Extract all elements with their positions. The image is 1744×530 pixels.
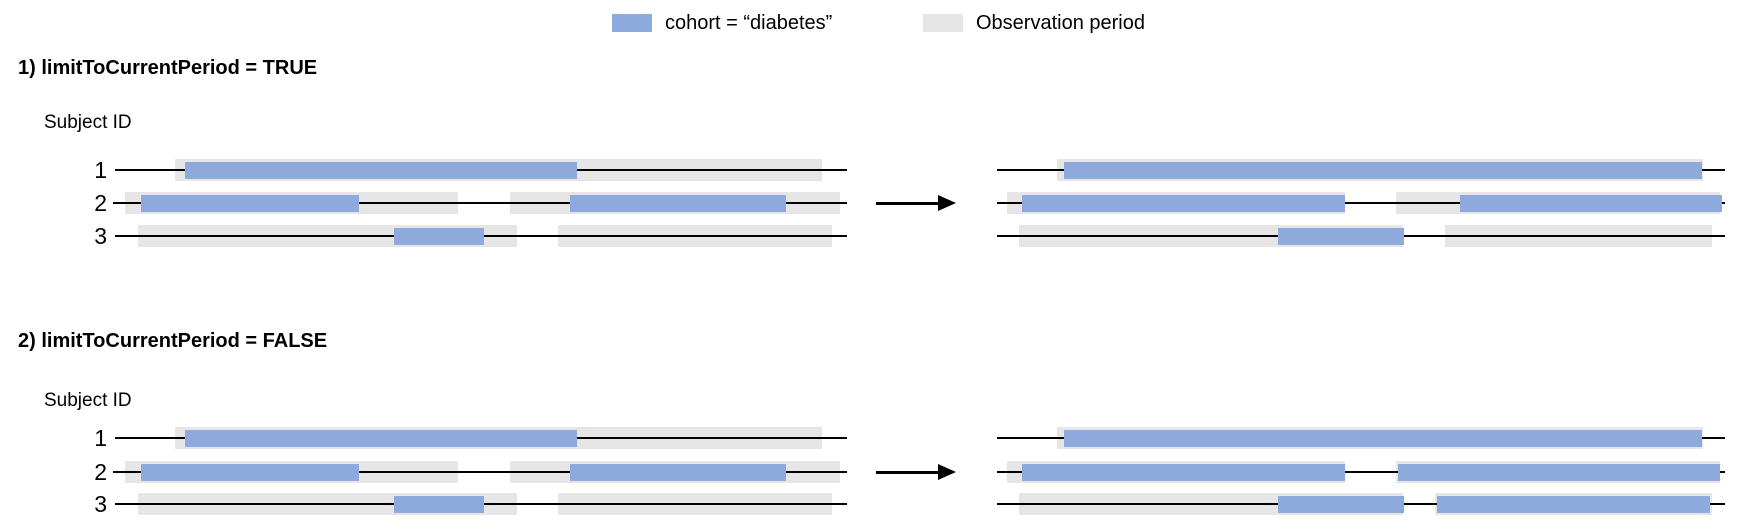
cohort-bar (141, 464, 359, 481)
cohort-bar (185, 430, 577, 447)
cohort-bar (1437, 496, 1710, 513)
cohort-bar (394, 496, 484, 513)
legend-item-cohort: cohort = “diabetes” (612, 7, 832, 39)
cohort-bar (1022, 464, 1345, 481)
timeline (113, 471, 847, 473)
legend-item-observation: Observation period (923, 7, 1145, 39)
transform-arrow (876, 471, 940, 474)
cohort-bar (1022, 195, 1345, 212)
transform-arrow (876, 202, 940, 205)
section-title: 1) limitToCurrentPeriod = TRUE (18, 57, 318, 79)
cohort-bar (185, 162, 577, 179)
arrow-head-icon (938, 464, 956, 480)
timeline (997, 202, 1725, 204)
subject-row-label: 1 (94, 157, 107, 183)
cohort-bar (394, 228, 484, 245)
cohort-swatch-icon (612, 14, 652, 32)
subject-row-label: 3 (94, 491, 107, 517)
cohort-bar (1064, 162, 1702, 179)
subject-id-label: Subject ID (44, 112, 132, 133)
timeline (113, 202, 847, 204)
legend-label-cohort: cohort = “diabetes” (665, 11, 833, 34)
legend-label-observation: Observation period (976, 11, 1145, 34)
section-title: 2) limitToCurrentPeriod = FALSE (18, 330, 328, 352)
cohort-bar (1278, 228, 1404, 245)
cohort-bar (1398, 464, 1720, 481)
subject-id-label: Subject ID (44, 390, 132, 411)
cohort-bar (570, 464, 786, 481)
cohort-bar (1064, 430, 1702, 447)
subject-row-label: 2 (94, 190, 107, 216)
cohort-bar (1460, 195, 1722, 212)
subject-row-label: 1 (94, 425, 107, 451)
cohort-bar (141, 195, 359, 212)
cohort-bar (570, 195, 786, 212)
subject-row-label: 2 (94, 459, 107, 485)
arrow-head-icon (938, 195, 956, 211)
subject-row-label: 3 (94, 223, 107, 249)
cohort-bar (1278, 496, 1404, 513)
observation-swatch-icon (923, 14, 963, 32)
timeline (997, 471, 1725, 473)
